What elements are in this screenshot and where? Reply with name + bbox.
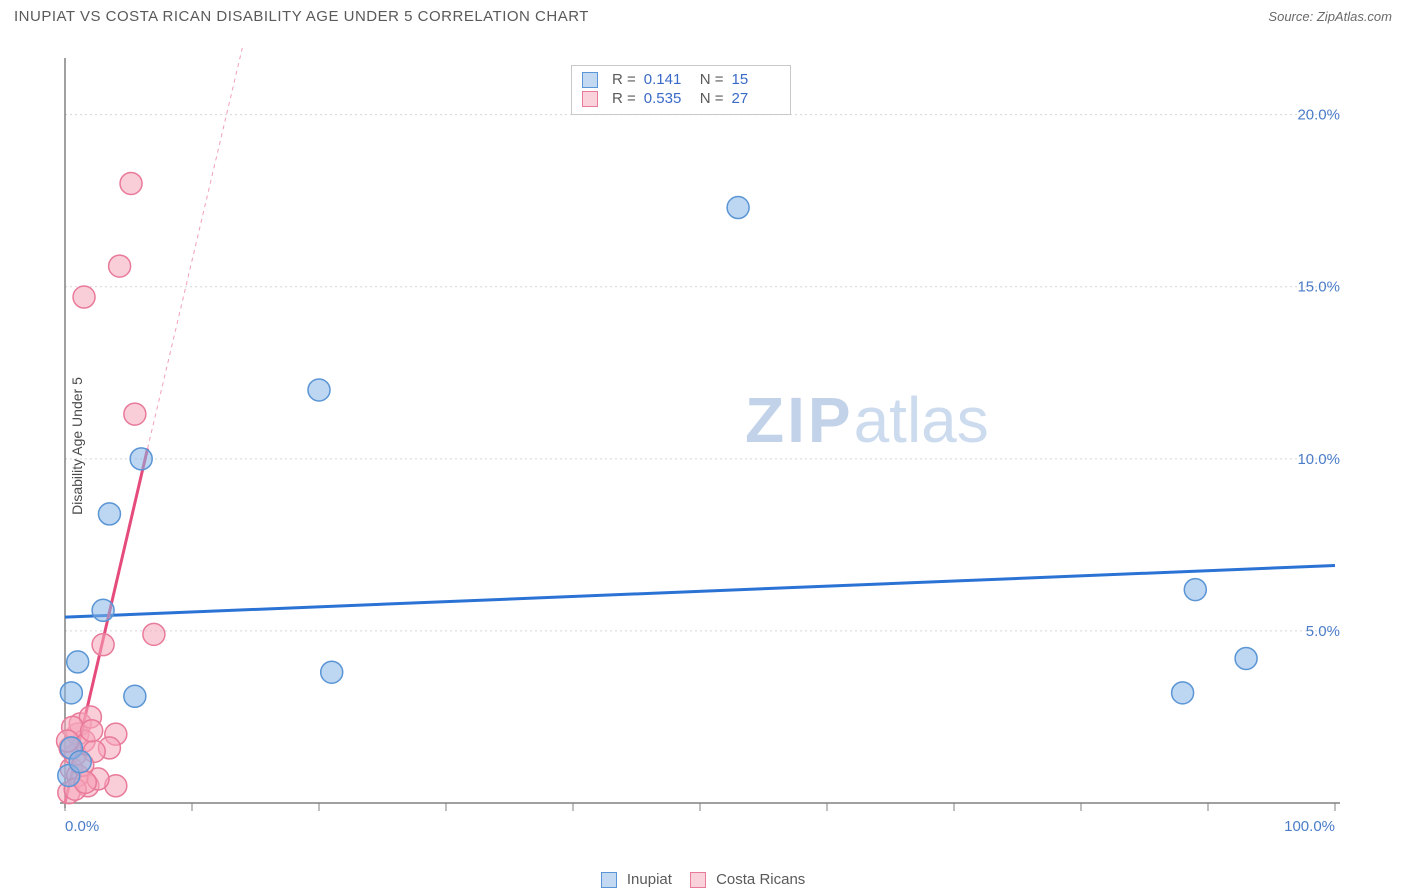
svg-text:20.0%: 20.0% (1297, 107, 1340, 124)
svg-text:0.0%: 0.0% (65, 818, 99, 835)
swatch-blue-icon (601, 872, 617, 888)
svg-text:10.0%: 10.0% (1297, 451, 1340, 468)
chart-svg: 0.0% 100.0% 5.0% 10.0% 15.0% 20.0% (45, 48, 1385, 838)
svg-text:5.0%: 5.0% (1306, 623, 1340, 640)
source-credit: Source: ZipAtlas.com (1268, 9, 1392, 24)
legend-row-costa-ricans: R = 0.535 N = 27 (582, 89, 780, 108)
swatch-pink-icon (690, 872, 706, 888)
legend-item-costa-ricans: Costa Ricans (690, 871, 805, 888)
scatter-chart: 0.0%100.0%5.0%10.0%15.0%20.0% ZIPatlas R… (45, 48, 1385, 838)
x-axis-legend: Inupiat Costa Ricans (0, 871, 1406, 888)
legend-item-inupiat: Inupiat (601, 871, 672, 888)
svg-text:15.0%: 15.0% (1297, 279, 1340, 296)
correlation-legend: R = 0.141 N = 15 R = 0.535 N = 27 (571, 65, 791, 115)
swatch-pink (582, 91, 598, 107)
chart-title: INUPIAT VS COSTA RICAN DISABILITY AGE UN… (14, 8, 589, 25)
legend-row-inupiat: R = 0.141 N = 15 (582, 70, 780, 89)
swatch-blue (582, 72, 598, 88)
svg-text:100.0%: 100.0% (1284, 818, 1335, 835)
